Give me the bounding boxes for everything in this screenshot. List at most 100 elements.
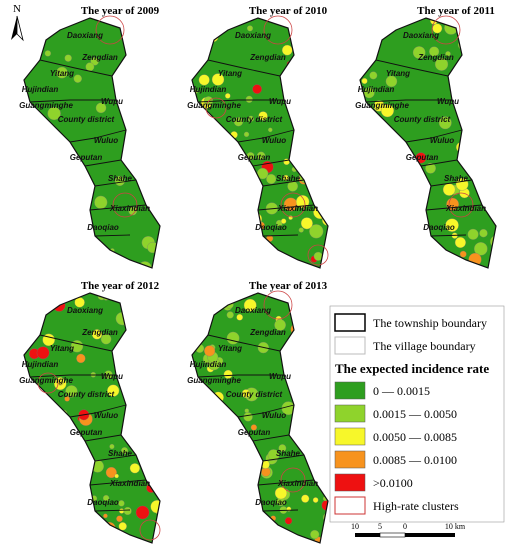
- class-swatch: [334, 427, 366, 446]
- map-fill: [192, 18, 328, 268]
- township-label: Xiaxindian: [109, 479, 150, 488]
- township-label: Zengdian: [249, 328, 286, 337]
- cluster-ring: [37, 372, 59, 394]
- panel-title: The year of 2010: [249, 5, 328, 17]
- township-label: Xiaxindian: [277, 479, 318, 488]
- township-boundary: [29, 334, 147, 512]
- scale-label: 0: [403, 522, 407, 531]
- township-label: Zengdian: [81, 53, 118, 62]
- scale-label: 10: [351, 522, 359, 531]
- cluster-ring: [280, 467, 306, 493]
- township-label: Daoxiang: [67, 31, 103, 40]
- township-label: Hujindian: [190, 360, 227, 369]
- map-fill: [360, 18, 496, 268]
- township-label: Geputan: [70, 428, 103, 437]
- township-label: Daoqiao: [423, 223, 455, 232]
- township-label: Hujindian: [22, 360, 59, 369]
- township-label: Shahe: [444, 174, 469, 183]
- township-label: Shahe: [108, 449, 133, 458]
- map-panel: The year of 2009 Daoxiang Zengdian Yitang Hu…: [19, 5, 161, 269]
- scale-bar: 10 5 0 10 km: [351, 522, 466, 538]
- legend-label: The township boundary: [373, 316, 487, 330]
- cluster-ring: [263, 15, 293, 45]
- township-label: Geputan: [70, 153, 103, 162]
- scale-label: 5: [378, 522, 382, 531]
- township-label: Shahe: [276, 449, 301, 458]
- class-swatch: [334, 450, 366, 469]
- township-label: Yitang: [386, 69, 410, 78]
- township-label: Yitang: [50, 69, 74, 78]
- township-label: Wupu: [437, 97, 459, 106]
- township-label: Wupu: [269, 97, 291, 106]
- township-label: County district: [394, 115, 451, 124]
- class-swatch: [334, 473, 366, 492]
- township-label: Wupu: [269, 372, 291, 381]
- map-panel: The year of 2010 Daoxiang Zengdian Yitang Hu…: [187, 5, 329, 269]
- township-label: Zengdian: [417, 53, 454, 62]
- map-fill: [24, 18, 160, 268]
- township-label: Hujindian: [190, 85, 227, 94]
- township-label: Shahe: [108, 174, 133, 183]
- township-label: Wuluo: [262, 411, 286, 420]
- map-panel: The year of 2013 Daoxiang Zengdian Yitang Hu…: [187, 280, 329, 544]
- class-swatch: [334, 404, 366, 423]
- township-label: Daoqiao: [255, 498, 287, 507]
- township-label: Xiaxindian: [445, 204, 486, 213]
- township-label: Guangminghe: [355, 101, 409, 110]
- legend: The township boundary The village bounda…: [329, 305, 505, 523]
- legend-label: The village boundary: [373, 339, 476, 353]
- township-label: County district: [226, 115, 283, 124]
- panel-title: The year of 2012: [81, 280, 160, 292]
- scale-label: 10 km: [445, 522, 466, 531]
- township-label: Daoqiao: [87, 498, 119, 507]
- township-label: County district: [58, 115, 115, 124]
- township-label: Wuluo: [94, 411, 118, 420]
- township-label: Shahe: [276, 174, 301, 183]
- township-label: Daoxiang: [67, 306, 103, 315]
- township-label: Wuluo: [262, 136, 286, 145]
- township-swatch: [334, 313, 366, 332]
- north-arrow: N: [11, 3, 24, 42]
- map-fill: [192, 293, 328, 543]
- map-panel: The year of 2011 Daoxiang Zengdian Yitang Hu…: [355, 5, 497, 269]
- township-label: Daoxiang: [235, 306, 271, 315]
- village-swatch: [334, 336, 366, 355]
- township-boundary: [29, 59, 147, 237]
- legend-label: 0 — 0.0015: [373, 384, 430, 398]
- township-label: Zengdian: [249, 53, 286, 62]
- cluster-ring: [307, 244, 329, 266]
- township-label: Zengdian: [81, 328, 118, 337]
- legend-label: High-rate clusters: [373, 499, 459, 513]
- north-label: N: [13, 3, 21, 15]
- cluster-ring: [95, 15, 125, 45]
- township-label: Guangminghe: [187, 376, 241, 385]
- cluster-ring: [205, 97, 227, 119]
- township-label: Daoqiao: [87, 223, 119, 232]
- map-fill: [24, 293, 160, 543]
- cluster-ring: [431, 15, 461, 45]
- panel-title: The year of 2009: [81, 5, 160, 17]
- township-label: Wupu: [101, 97, 123, 106]
- legend-label: >0.0100: [373, 476, 413, 490]
- township-label: Daoxiang: [235, 31, 271, 40]
- township-label: Xiaxindian: [277, 204, 318, 213]
- township-label: Wuluo: [430, 136, 454, 145]
- township-label: Hujindian: [358, 85, 395, 94]
- map-panel: The year of 2012 Daoxiang Zengdian Yitang Hu…: [19, 280, 161, 544]
- township-label: Guangminghe: [19, 101, 73, 110]
- panel-title: The year of 2011: [417, 5, 495, 17]
- cluster-ring: [448, 192, 474, 218]
- township-label: Xiaxindian: [109, 204, 150, 213]
- township-boundary: [197, 59, 315, 237]
- township-label: Geputan: [406, 153, 439, 162]
- class-swatch: [334, 381, 366, 400]
- township-label: Wuluo: [94, 136, 118, 145]
- cluster-ring: [263, 290, 293, 320]
- cluster-ring: [280, 192, 306, 218]
- cluster-swatch: [334, 496, 366, 515]
- township-label: Daoqiao: [255, 223, 287, 232]
- panel-title: The year of 2013: [249, 280, 328, 292]
- township-label: Yitang: [218, 69, 242, 78]
- legend-title: The expected incidence rate: [335, 361, 489, 376]
